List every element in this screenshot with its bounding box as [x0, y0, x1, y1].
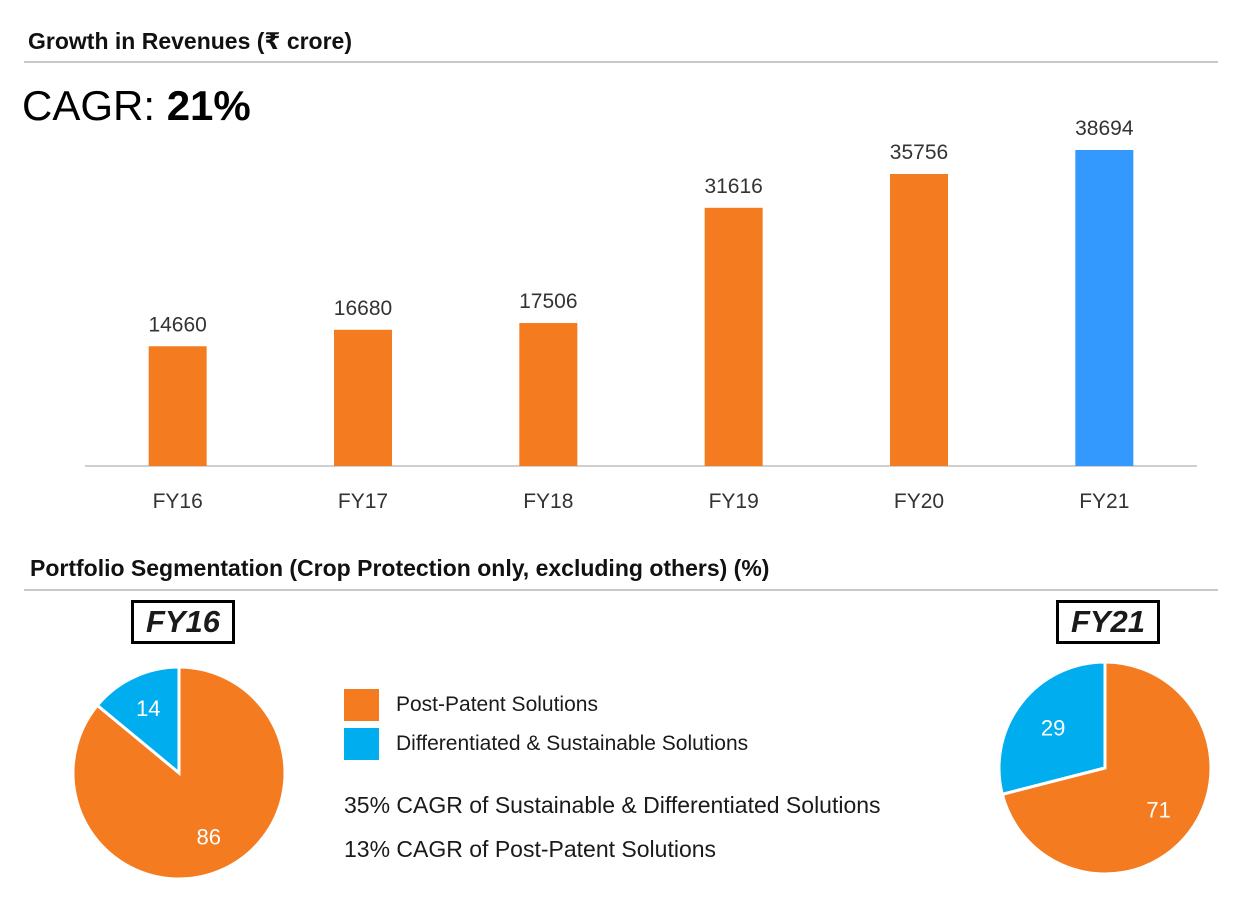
- fy16-pie-title: FY16: [131, 600, 235, 644]
- bar-fy21: [1075, 150, 1134, 466]
- fy16-pie-chart: 14 86: [71, 665, 287, 881]
- data-label-fy20: 35756: [890, 141, 948, 164]
- legend-item-post-patent: Post-Patent Solutions: [344, 687, 748, 723]
- fy21-slice-differentiated: [997, 660, 1107, 797]
- fy21-pie-title: FY21: [1056, 600, 1160, 644]
- tick-label-fy17: FY17: [338, 490, 388, 513]
- bar-fy16: [148, 346, 207, 466]
- note-sustainable-cagr: 35% CAGR of Sustainable & Differentiated…: [344, 792, 881, 818]
- revenue-bar-chart: 14660 FY16 16680 FY17 17506 FY18 31616 FY19 3575…: [85, 117, 1197, 513]
- legend-label-differentiated: Differentiated & Sustainable Solutions: [396, 732, 749, 755]
- tick-label-fy16: FY16: [153, 490, 203, 513]
- fy16-slice-post-patent: [71, 665, 287, 881]
- tick-label-fy19: FY19: [709, 490, 759, 513]
- cagr-prefix: CAGR:: [22, 82, 167, 129]
- bar-fy17: [334, 329, 392, 466]
- bar-fy18: [519, 323, 578, 466]
- fy21-pie-chart: 29 71: [997, 660, 1213, 876]
- fy16-slice-label-post-patent: 86: [197, 824, 221, 849]
- cagr-value: 21%: [166, 82, 251, 129]
- data-label-fy21: 38694: [1075, 117, 1134, 140]
- legend-swatch-post-patent: [344, 689, 379, 721]
- legend-swatch-differentiated: [344, 728, 379, 760]
- revenue-section-title: Growth in Revenues (₹ crore): [28, 28, 353, 54]
- fy21-slice-post-patent: [1000, 660, 1213, 876]
- fy21-slice-label-post-patent: 71: [1146, 798, 1170, 823]
- bar-fy19: [704, 207, 763, 467]
- fy16-slice-differentiated: [95, 665, 181, 777]
- bar-fy20: [890, 173, 948, 466]
- data-label-fy19: 31616: [704, 175, 762, 198]
- tick-label-fy18: FY18: [523, 490, 573, 513]
- revenue-section-divider: [24, 61, 1218, 63]
- tick-label-fy21: FY21: [1079, 490, 1129, 513]
- fy16-slice-label-differentiated: 14: [136, 696, 160, 721]
- data-label-fy16: 14660: [148, 313, 206, 336]
- fy21-slice-label-differentiated: 29: [1041, 716, 1065, 741]
- portfolio-section-title: Portfolio Segmentation (Crop Protection …: [30, 555, 770, 581]
- tick-label-fy20: FY20: [894, 490, 944, 513]
- legend-label-post-patent: Post-Patent Solutions: [396, 693, 598, 716]
- data-label-fy18: 17506: [519, 290, 577, 313]
- data-label-fy17: 16680: [334, 297, 392, 320]
- portfolio-section-divider: [24, 589, 1218, 591]
- legend-item-differentiated: Differentiated & Sustainable Solutions: [344, 726, 748, 762]
- pie-legend: Post-Patent Solutions Differentiated & S…: [344, 687, 748, 765]
- note-post-patent-cagr: 13% CAGR of Post-Patent Solutions: [344, 836, 717, 862]
- cagr-callout: CAGR: 21%: [22, 82, 251, 130]
